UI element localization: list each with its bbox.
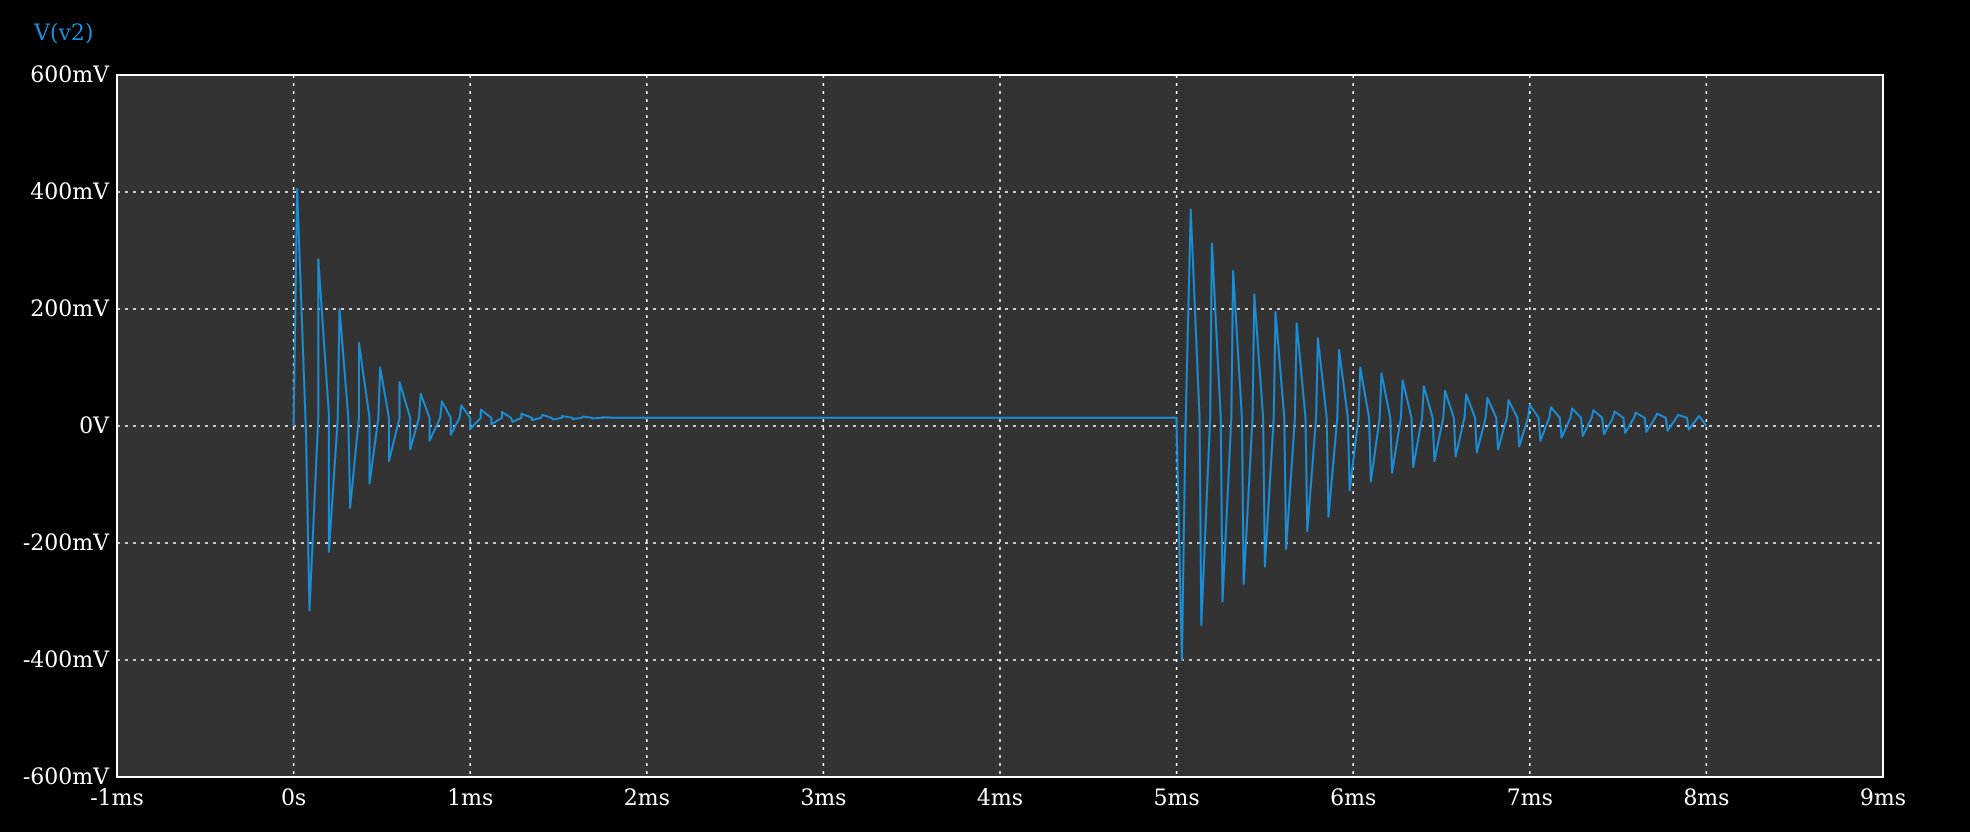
x-tick-label: 4ms bbox=[977, 786, 1023, 811]
x-tick-label: 6ms bbox=[1330, 786, 1376, 811]
series-layer bbox=[292, 188, 1708, 661]
x-tick-label: 3ms bbox=[800, 786, 846, 811]
y-tick-label: 400mV bbox=[30, 180, 110, 205]
plot-frame bbox=[116, 74, 1884, 778]
series-line-1 bbox=[292, 188, 1708, 661]
y-tick-label: -200mV bbox=[23, 531, 110, 556]
series-label-v2: V(v2) bbox=[33, 21, 93, 46]
y-tick-label: -400mV bbox=[23, 648, 110, 673]
y-tick-label: 0V bbox=[79, 414, 110, 439]
x-tick-label: 5ms bbox=[1154, 786, 1200, 811]
x-tick-label: 1ms bbox=[447, 786, 493, 811]
y-tick-labels: 600mV 400mV 200mV 0V -200mV -400mV -600mV bbox=[23, 63, 110, 790]
legend: V(v2) bbox=[33, 21, 93, 46]
x-tick-labels: -1ms 0s 1ms 2ms 3ms 4ms 5ms 6ms 7ms 8ms 9ms bbox=[90, 786, 1906, 811]
x-tick-label: 9ms bbox=[1860, 786, 1906, 811]
x-tick-label: -1ms bbox=[90, 786, 144, 811]
y-tick-label: -600mV bbox=[23, 765, 110, 790]
x-tick-label: 7ms bbox=[1507, 786, 1553, 811]
x-tick-label: 2ms bbox=[624, 786, 670, 811]
x-tick-label: 8ms bbox=[1683, 786, 1729, 811]
grid-lines bbox=[117, 75, 1883, 777]
x-tick-label: 0s bbox=[281, 786, 306, 811]
y-tick-label: 200mV bbox=[30, 297, 110, 322]
y-tick-label: 600mV bbox=[30, 63, 110, 88]
